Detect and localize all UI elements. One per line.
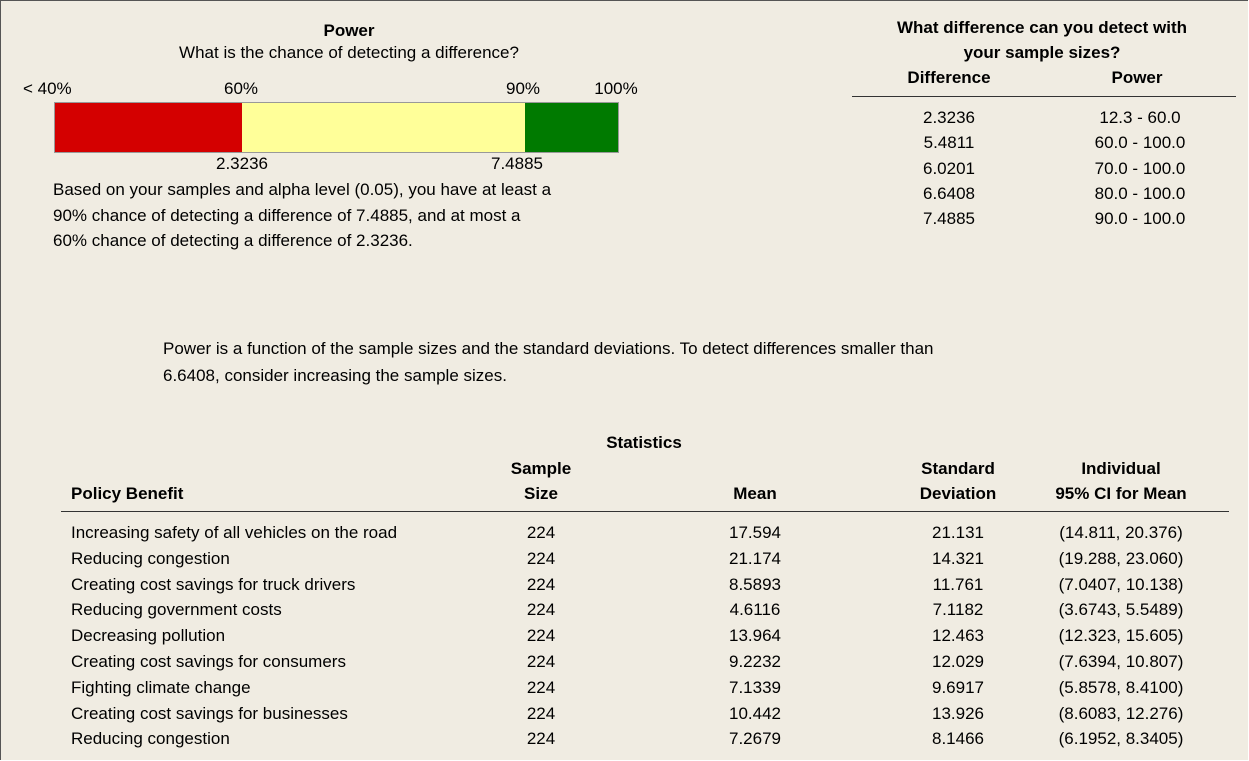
stats-cell: Reducing congestion xyxy=(71,548,230,568)
stats-header: 95% CI for Mean xyxy=(1055,484,1187,503)
stats-cell: 4.6116 xyxy=(729,600,781,620)
stats-cell: Creating cost savings for truck drivers xyxy=(71,574,356,594)
stats-cell: Creating cost savings for businesses xyxy=(71,703,348,723)
scale-label: < 40% xyxy=(23,79,72,98)
stats-cell: 8.1466 xyxy=(932,729,984,749)
stats-cell: 9.6917 xyxy=(932,677,984,697)
stats-cell: (7.0407, 10.138) xyxy=(1058,574,1184,594)
stats-header: Mean xyxy=(733,484,777,503)
stats-cell: (12.323, 15.605) xyxy=(1058,626,1184,646)
stats-cell: (14.811, 20.376) xyxy=(1059,523,1183,542)
stats-cell: 12.463 xyxy=(932,626,984,646)
stats-title: Statistics xyxy=(606,433,682,452)
scale-label: 100% xyxy=(594,79,638,98)
stats-cell: 9.2232 xyxy=(729,652,781,671)
stats-cell: Decreasing pollution xyxy=(71,626,226,646)
stats-cell: 13.964 xyxy=(729,626,781,646)
stats-header: Policy Benefit xyxy=(71,484,184,503)
stats-cell: 224 xyxy=(526,600,556,620)
power-text: 90% chance of detecting a difference of … xyxy=(53,205,521,225)
detect-header: Difference xyxy=(907,68,991,87)
stats-cell: 17.594 xyxy=(729,523,781,542)
stats-cell: 7.1339 xyxy=(729,677,781,697)
detect-header: Power xyxy=(1111,68,1163,87)
stats-cell: 7.2679 xyxy=(729,729,781,749)
stats-cell: 224 xyxy=(526,626,556,646)
stats-cell: 13.926 xyxy=(932,703,984,723)
power-text: Based on your samples and alpha level (0… xyxy=(53,180,552,199)
power-title: Power xyxy=(323,21,375,40)
detect-cell: 6.0201 xyxy=(923,158,975,178)
stats-cell: Fighting climate change xyxy=(71,677,251,697)
detect-cell: 60.0 - 100.0 xyxy=(1094,133,1186,153)
stats-cell: 224 xyxy=(526,548,556,568)
detect-cell: 7.4885 xyxy=(923,209,975,229)
detect-cell: 6.6408 xyxy=(923,183,975,203)
detect-title: your sample sizes? xyxy=(963,43,1121,62)
power-bar-red xyxy=(54,102,243,153)
detect-cell: 5.4811 xyxy=(923,133,975,153)
stats-cell: Reducing congestion xyxy=(71,729,230,749)
detect-cell: 80.0 - 100.0 xyxy=(1094,183,1186,203)
stats-cell: 21.174 xyxy=(729,548,781,568)
stats-cell: 7.1182 xyxy=(932,600,984,620)
detect-cell: 70.0 - 100.0 xyxy=(1094,158,1186,178)
power-text: 60% chance of detecting a difference of … xyxy=(53,231,413,250)
stats-cell: Creating cost savings for consumers xyxy=(71,652,346,671)
note-text: 6.6408, consider increasing the sample s… xyxy=(163,366,507,385)
stats-cell: (6.1952, 8.3405) xyxy=(1058,729,1184,749)
stats-cell: (3.6743, 5.5489) xyxy=(1058,600,1184,620)
stats-header: Standard xyxy=(921,459,995,478)
detect-rule xyxy=(852,96,1236,97)
stats-cell: Reducing government costs xyxy=(71,600,282,620)
detect-cell: 12.3 - 60.0 xyxy=(1099,108,1181,127)
stats-rule xyxy=(61,511,1229,512)
stats-cell: (8.6083, 12.276) xyxy=(1058,703,1184,723)
stats-cell: 224 xyxy=(526,677,556,697)
detect-cell: 2.3236 xyxy=(923,108,975,127)
note-text: Power is a function of the sample sizes … xyxy=(163,339,934,358)
stats-cell: 8.5893 xyxy=(729,574,781,594)
stats-header: Deviation xyxy=(919,484,997,503)
stats-cell: 224 xyxy=(526,703,556,723)
stats-cell: (5.8578, 8.4100) xyxy=(1058,677,1184,697)
power-subtitle: What is the chance of detecting a differ… xyxy=(179,43,519,62)
stats-cell: 224 xyxy=(526,652,556,671)
stats-cell: 224 xyxy=(526,729,556,749)
stats-cell: 12.029 xyxy=(932,652,984,671)
power-bar-green xyxy=(525,102,619,153)
scale-label: 90% xyxy=(505,79,541,98)
scale-label: 60% xyxy=(223,79,259,98)
power-bar-yellow xyxy=(242,102,525,153)
stats-cell: Increasing safety of all vehicles on the… xyxy=(71,523,398,542)
stats-cell: 14.321 xyxy=(932,548,984,568)
difference-label: 2.3236 xyxy=(216,154,268,173)
stats-cell: 224 xyxy=(526,574,556,594)
detect-cell: 90.0 - 100.0 xyxy=(1094,209,1186,229)
stats-header: Individual xyxy=(1081,459,1161,478)
stats-header: Sample xyxy=(510,459,572,478)
stats-cell: (7.6394, 10.807) xyxy=(1058,652,1184,671)
stats-cell: 224 xyxy=(526,523,556,542)
difference-label: 7.4885 xyxy=(491,154,543,173)
detect-title: What difference can you detect with xyxy=(897,18,1187,37)
stats-cell: 11.761 xyxy=(932,574,984,594)
stats-cell: (19.288, 23.060) xyxy=(1058,548,1184,568)
stats-header: Size xyxy=(523,484,559,503)
stats-cell: 21.131 xyxy=(932,523,984,542)
stats-cell: 10.442 xyxy=(729,703,781,723)
